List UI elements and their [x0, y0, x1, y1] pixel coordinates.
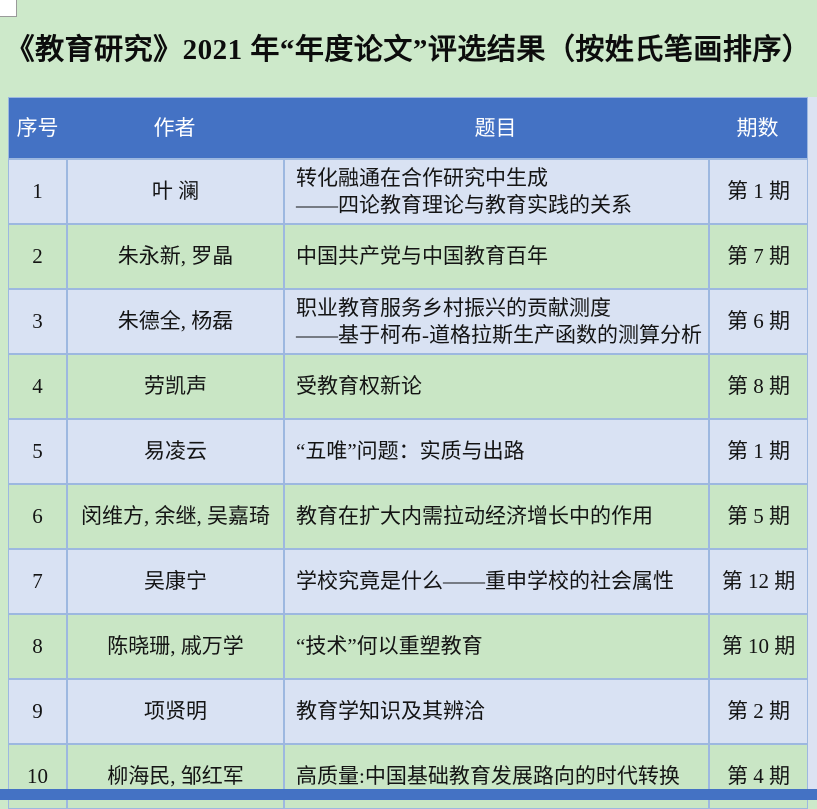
header-cell-number: 序号: [16, 115, 59, 140]
table-row: 2 朱永新, 罗晶 中国共产党与中国教育百年 第 7 期: [9, 223, 807, 288]
cell-issue: 第 8 期: [708, 355, 807, 418]
table-row: 4 劳凯声 受教育权新论 第 8 期: [9, 353, 807, 418]
cell-author: 柳海民, 邹红军: [66, 745, 283, 808]
cell-issue: 第 6 期: [708, 290, 807, 353]
cell-issue: 第 2 期: [708, 680, 807, 743]
table-row: 8 陈晓珊, 戚万学 “技术”何以重塑教育 第 10 期: [9, 613, 807, 678]
bottom-border-strip: [0, 789, 817, 800]
cell-title: 教育学知识及其辨洽: [283, 680, 708, 743]
corner-notch: [0, 0, 17, 17]
cell-title: “技术”何以重塑教育: [283, 615, 708, 678]
header-cell-author: 作者: [153, 115, 196, 140]
cell-issue: 第 5 期: [708, 485, 807, 548]
cell-title: 高质量:中国基础教育发展路向的时代转换: [283, 745, 708, 808]
cell-author: 项贤明: [66, 680, 283, 743]
table-rows: 1 叶 澜 转化融通在合作研究中生成 ——四论教育理论与教育实践的关系 第 1 …: [9, 158, 807, 808]
cell-author: 劳凯声: [66, 355, 283, 418]
cell-issue: 第 10 期: [708, 615, 807, 678]
cell-title: 中国共产党与中国教育百年: [283, 225, 708, 288]
cell-issue: 第 1 期: [708, 160, 807, 223]
right-margin-strip: [808, 97, 817, 790]
header-cell-title: 题目: [474, 115, 517, 140]
cell-number: 2: [32, 244, 43, 268]
cell-issue: 第 12 期: [708, 550, 807, 613]
cell-number: 4: [32, 374, 43, 398]
cell-issue: 第 4 期: [708, 745, 807, 808]
cell-title: 学校究竟是什么——重申学校的社会属性: [283, 550, 708, 613]
table-row: 7 吴康宁 学校究竟是什么——重申学校的社会属性 第 12 期: [9, 548, 807, 613]
header-cell-issue: 期数: [736, 115, 779, 140]
cell-number: 9: [32, 699, 43, 723]
cell-author: 易凌云: [66, 420, 283, 483]
cell-author: 朱德全, 杨磊: [66, 290, 283, 353]
table-row: 5 易凌云 “五唯”问题：实质与出路 第 1 期: [9, 418, 807, 483]
table-row: 6 闵维方, 余继, 吴嘉琦 教育在扩大内需拉动经济增长中的作用 第 5 期: [9, 483, 807, 548]
cell-title: 受教育权新论: [283, 355, 708, 418]
table-header-row: 序号 作者 题目 期数: [9, 98, 807, 158]
cell-issue: 第 1 期: [708, 420, 807, 483]
cell-title: 教育在扩大内需拉动经济增长中的作用: [283, 485, 708, 548]
cell-title: “五唯”问题：实质与出路: [283, 420, 708, 483]
cell-title: 转化融通在合作研究中生成 ——四论教育理论与教育实践的关系: [283, 160, 708, 223]
cell-title: 职业教育服务乡村振兴的贡献测度 ——基于柯布-道格拉斯生产函数的测算分析: [283, 290, 708, 353]
cell-number: 3: [32, 309, 43, 333]
table-row: 9 项贤明 教育学知识及其辨洽 第 2 期: [9, 678, 807, 743]
cell-number: 7: [32, 569, 43, 593]
page-title: 《教育研究》2021 年“年度论文”评选结果（按姓氏笔画排序）: [5, 34, 812, 66]
table-row: 1 叶 澜 转化融通在合作研究中生成 ——四论教育理论与教育实践的关系 第 1 …: [9, 158, 807, 223]
cell-number: 1: [32, 179, 43, 203]
results-table: 序号 作者 题目 期数 1 叶 澜 转化融通在合作研究中生成 ——四论教育理论与…: [8, 97, 808, 809]
cell-number: 8: [32, 634, 43, 658]
cell-author: 叶 澜: [66, 160, 283, 223]
cell-number: 10: [27, 764, 48, 788]
cell-number: 5: [32, 439, 43, 463]
cell-issue: 第 7 期: [708, 225, 807, 288]
cell-author: 朱永新, 罗晶: [66, 225, 283, 288]
cell-author: 吴康宁: [66, 550, 283, 613]
cell-author: 陈晓珊, 戚万学: [66, 615, 283, 678]
cell-number: 6: [32, 504, 43, 528]
cell-author: 闵维方, 余继, 吴嘉琦: [66, 485, 283, 548]
table-row: 3 朱德全, 杨磊 职业教育服务乡村振兴的贡献测度 ——基于柯布-道格拉斯生产函…: [9, 288, 807, 353]
